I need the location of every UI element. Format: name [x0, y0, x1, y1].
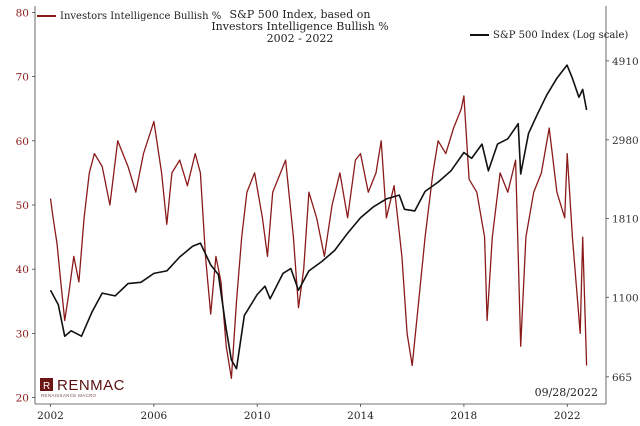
right-tick-label: 1100 — [612, 292, 639, 304]
legend-label-spx: S&P 500 Index (Log scale) — [493, 30, 628, 41]
left-tick-label: 70 — [16, 72, 29, 84]
left-tick-label: 80 — [16, 7, 29, 19]
right-tick-label: 665 — [612, 372, 632, 384]
right-tick-label: 4910 — [612, 56, 639, 68]
left-tick-label: 60 — [16, 136, 29, 148]
x-tick-label: 2006 — [140, 410, 167, 422]
right-axis-ticks: 665 1100 1810 2980 4910 — [606, 56, 639, 384]
right-tick-label: 1810 — [612, 214, 639, 226]
brand-mark-letter: R — [43, 381, 50, 392]
x-tick-label: 2014 — [347, 410, 374, 422]
series-line-bullish — [49, 95, 588, 379]
series-line-spx — [49, 64, 588, 370]
title-line-1: S&P 500 Index, based on — [230, 8, 371, 21]
left-tick-label: 50 — [16, 200, 29, 212]
left-tick-label: 30 — [16, 328, 29, 340]
as-of-date: 09/28/2022 — [535, 386, 598, 399]
legend-left: Investors Intelligence Bullish % — [37, 11, 221, 22]
legend-right: S&P 500 Index (Log scale) — [470, 30, 628, 41]
x-tick-label: 2010 — [244, 410, 271, 422]
x-tick-label: 2018 — [451, 410, 478, 422]
right-tick-label: 2980 — [612, 135, 639, 147]
chart-title: S&P 500 Index, based on Investors Intell… — [211, 8, 388, 45]
brand-tagline: RENAISSANCE MACRO — [41, 393, 97, 398]
title-line-2: Investors Intelligence Bullish % — [211, 20, 388, 33]
left-axis-ticks: 20 30 40 50 60 70 80 — [16, 7, 35, 405]
x-axis-ticks: 2002 2006 2010 2014 2018 2022 — [37, 404, 581, 422]
x-tick-label: 2022 — [554, 410, 581, 422]
series-layer — [49, 64, 588, 379]
title-line-3: 2002 - 2022 — [267, 32, 334, 45]
brand-logo: R RENMAC RENAISSANCE MACRO — [40, 377, 125, 398]
brand-mark-icon — [40, 378, 53, 391]
legend-label-bullish: Investors Intelligence Bullish % — [60, 11, 221, 22]
x-tick-label: 2002 — [37, 410, 64, 422]
left-tick-label: 20 — [16, 393, 29, 405]
left-tick-label: 40 — [16, 264, 29, 276]
brand-name: RENMAC — [57, 377, 125, 394]
